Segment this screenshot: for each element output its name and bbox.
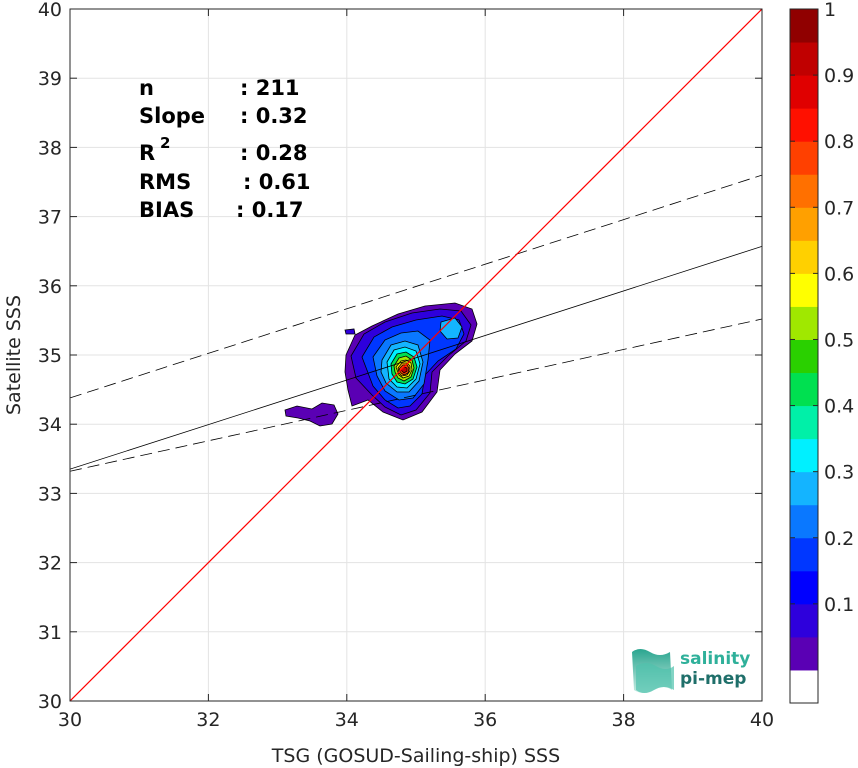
colorbar-segment (790, 339, 818, 374)
grid (69, 8, 763, 702)
fit-lower-dashed-line (70, 318, 762, 472)
logo-text-line1: salinity (680, 649, 750, 669)
colorbar-segment (790, 108, 818, 142)
stat-r2-value: : 0.28 (240, 141, 308, 165)
x-tick-label: 38 (612, 709, 636, 731)
colorbar-tick-label: 0.4 (824, 396, 854, 418)
y-tick-label: 37 (38, 207, 62, 229)
colorbar-tick-label: 0.7 (824, 197, 854, 219)
colorbar-segment (790, 636, 818, 671)
y-tick-label: 38 (38, 137, 62, 159)
salinity-pimep-logo: salinity pi-mep (632, 649, 750, 693)
colorbar-tick-label: 0.5 (824, 329, 854, 351)
colorbar-segment (790, 9, 818, 43)
y-tick-label: 32 (38, 553, 62, 575)
identity-line (70, 9, 762, 701)
fit-upper-dashed-line (70, 174, 762, 399)
y-tick-label: 30 (38, 691, 62, 713)
y-tick-label: 31 (38, 622, 62, 644)
x-tick-label: 34 (335, 709, 359, 731)
colorbar-segment (790, 537, 818, 572)
y-tick-label: 36 (38, 276, 62, 298)
colorbar-segment (790, 405, 818, 440)
y-axis-label: Satellite SSS (3, 295, 25, 415)
regression-lines (70, 9, 762, 701)
stat-bias-value: : 0.17 (236, 198, 304, 222)
colorbar-segment (790, 438, 818, 473)
colorbar-segment (790, 273, 818, 307)
stat-rms-value: : 0.61 (243, 170, 311, 194)
colorbar-tick-label: 0.1 (824, 594, 854, 616)
colorbar-tick-label: 0.2 (824, 528, 854, 550)
stat-slope-label: Slope (139, 104, 205, 128)
colorbar-segment (790, 504, 818, 539)
colorbar-tick-label: 0.3 (824, 462, 854, 484)
colorbar-segment (790, 141, 818, 175)
stat-r2-superscript: 2 (160, 134, 170, 152)
stat-rms-label: RMS (139, 170, 191, 194)
colorbar-tick-label: 0.6 (824, 263, 854, 285)
y-tick-label: 39 (38, 68, 62, 90)
colorbar-tick-label: 0.9 (824, 65, 854, 87)
logo-text-line2: pi-mep (680, 669, 746, 689)
colorbar-segment (790, 372, 818, 407)
colorbar-frame (789, 8, 819, 704)
colorbar-segment (790, 75, 818, 109)
colorbar-segment (790, 42, 818, 76)
density-isolated-1 (284, 402, 339, 427)
x-tick-label: 32 (196, 709, 220, 731)
fit-line (70, 245, 762, 470)
stat-r2-label: R (139, 141, 155, 165)
colorbar-ticks: 0.1 0.2 0.3 0.4 0.5 0.6 0.7 0.8 0.9 1 (790, 0, 854, 616)
stat-slope-value: : 0.32 (240, 104, 308, 128)
colorbar-segment (790, 240, 818, 274)
x-tick-label: 30 (58, 709, 82, 731)
colorbar-segment (790, 669, 818, 704)
y-tick-label: 35 (38, 345, 62, 367)
x-axis-label: TSG (GOSUD-Sailing-ship) SSS (271, 745, 560, 767)
stats-annotation: n : 211 Slope : 0.32 R 2 : 0.28 RMS : 0.… (139, 76, 311, 222)
stat-n-label: n (139, 76, 154, 100)
axis-ticks: 30 32 34 36 38 40 30 31 32 33 34 35 36 37 38 39 40 (38, 0, 774, 731)
density-contours (284, 302, 478, 427)
colorbar-segment (790, 174, 818, 208)
x-tick-label: 36 (473, 709, 497, 731)
colorbar-segment (790, 603, 818, 638)
colorbar-segment (790, 207, 818, 241)
colorbar-tick-label: 1 (824, 0, 836, 21)
y-tick-label: 40 (38, 0, 62, 21)
y-tick-label: 34 (38, 414, 62, 436)
stat-bias-label: BIAS (139, 198, 194, 222)
colorbar-segment (790, 570, 818, 605)
y-tick-label: 33 (38, 483, 62, 505)
density-isolated-2 (344, 328, 356, 335)
colorbar-segment (790, 471, 818, 506)
colorbar-segment (790, 306, 818, 340)
stat-n-value: : 211 (240, 76, 300, 100)
x-tick-label: 40 (750, 709, 774, 731)
colorbar (790, 9, 818, 704)
colorbar-tick-label: 0.8 (824, 131, 854, 153)
